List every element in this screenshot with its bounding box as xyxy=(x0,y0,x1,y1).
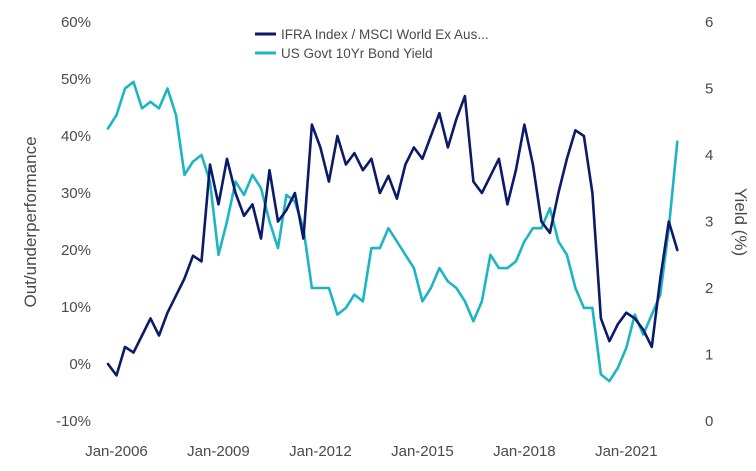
y-axis-left: -10% 0% 10% 20% 30% 40% 50% 60% xyxy=(56,14,91,430)
x-tick-label: Jan-2015 xyxy=(391,443,454,460)
y-left-tick-label: 50% xyxy=(61,71,91,88)
y-left-tick-label: 10% xyxy=(61,299,91,316)
legend-label-ifra: IFRA Index / MSCI World Ex Aus... xyxy=(281,27,489,42)
y-left-tick-label: 30% xyxy=(61,185,91,202)
series-line-us-yield xyxy=(106,80,679,383)
x-tick-label: Jan-2009 xyxy=(187,443,250,460)
legend: IFRA Index / MSCI World Ex Aus... US Gov… xyxy=(255,27,489,61)
y-axis-title-right: Yield (%) xyxy=(731,188,750,256)
series-line-ifra xyxy=(106,94,679,377)
y-axis-right: 0 1 2 3 4 5 6 xyxy=(705,14,713,430)
x-tick-label: Jan-2012 xyxy=(289,443,352,460)
plot-area xyxy=(106,80,679,383)
y-axis-title-left: Out/underperformance xyxy=(21,136,40,307)
y-right-tick-label: 1 xyxy=(705,347,713,364)
y-left-tick-label: 40% xyxy=(61,128,91,145)
y-right-tick-label: 2 xyxy=(705,280,713,297)
x-tick-label: Jan-2006 xyxy=(85,443,148,460)
y-right-tick-label: 6 xyxy=(705,14,713,31)
x-axis: Jan-2006 Jan-2009 Jan-2012 Jan-2015 Jan-2018… xyxy=(85,443,657,460)
y-left-tick-label: 20% xyxy=(61,242,91,259)
y-left-tick-label: 60% xyxy=(61,14,91,31)
y-right-tick-label: 3 xyxy=(705,214,713,231)
y-left-tick-label: 0% xyxy=(69,356,91,373)
y-right-tick-label: 5 xyxy=(705,81,713,98)
x-tick-label: Jan-2021 xyxy=(595,443,658,460)
y-right-tick-label: 0 xyxy=(705,413,713,430)
y-left-tick-label: -10% xyxy=(56,413,91,430)
x-tick-label: Jan-2018 xyxy=(493,443,556,460)
y-right-tick-label: 4 xyxy=(705,147,713,164)
legend-label-us-yield: US Govt 10Yr Bond Yield xyxy=(281,46,433,61)
